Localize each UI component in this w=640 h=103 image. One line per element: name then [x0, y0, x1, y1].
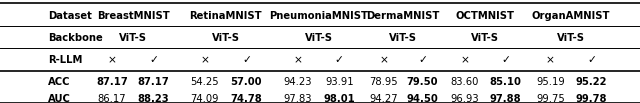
Text: 83.60: 83.60	[451, 77, 479, 87]
Text: ×: ×	[108, 55, 116, 65]
Text: 99.78: 99.78	[575, 94, 607, 103]
Text: 78.95: 78.95	[370, 77, 398, 87]
Text: Dataset: Dataset	[48, 11, 92, 21]
Text: 95.19: 95.19	[536, 77, 564, 87]
Text: R-LLM: R-LLM	[48, 55, 83, 65]
Text: ViT-S: ViT-S	[557, 33, 585, 43]
Text: 86.17: 86.17	[98, 94, 126, 103]
Text: 98.01: 98.01	[323, 94, 355, 103]
Text: ×: ×	[460, 55, 469, 65]
Text: 94.27: 94.27	[370, 94, 398, 103]
Text: ×: ×	[293, 55, 302, 65]
Text: RetinaMNIST: RetinaMNIST	[189, 11, 262, 21]
Text: AUC: AUC	[48, 94, 71, 103]
Text: 54.25: 54.25	[191, 77, 219, 87]
Text: ViT-S: ViT-S	[119, 33, 147, 43]
Text: ×: ×	[380, 55, 388, 65]
Text: ViT-S: ViT-S	[471, 33, 499, 43]
Text: 95.22: 95.22	[575, 77, 607, 87]
Text: ViT-S: ViT-S	[212, 33, 240, 43]
Text: DermaMNIST: DermaMNIST	[367, 11, 440, 21]
Text: 85.10: 85.10	[490, 77, 522, 87]
Text: ✓: ✓	[587, 55, 596, 65]
Text: ✓: ✓	[149, 55, 158, 65]
Text: ✓: ✓	[418, 55, 427, 65]
Text: ×: ×	[546, 55, 555, 65]
Text: ViT-S: ViT-S	[305, 33, 333, 43]
Text: ×: ×	[200, 55, 209, 65]
Text: ✓: ✓	[335, 55, 344, 65]
Text: Backbone: Backbone	[48, 33, 103, 43]
Text: OCTMNIST: OCTMNIST	[456, 11, 515, 21]
Text: ✓: ✓	[501, 55, 510, 65]
Text: 99.75: 99.75	[536, 94, 564, 103]
Text: 97.88: 97.88	[490, 94, 522, 103]
Text: 94.50: 94.50	[406, 94, 438, 103]
Text: 74.09: 74.09	[191, 94, 219, 103]
Text: 87.17: 87.17	[96, 77, 128, 87]
Text: 88.23: 88.23	[138, 94, 170, 103]
Text: ViT-S: ViT-S	[389, 33, 417, 43]
Text: ACC: ACC	[48, 77, 70, 87]
Text: 96.93: 96.93	[451, 94, 479, 103]
Text: OrganAMNIST: OrganAMNIST	[532, 11, 610, 21]
Text: PneumoniaMNIST: PneumoniaMNIST	[269, 11, 368, 21]
Text: 79.50: 79.50	[406, 77, 438, 87]
Text: 74.78: 74.78	[230, 94, 262, 103]
Text: 57.00: 57.00	[230, 77, 262, 87]
Text: 97.83: 97.83	[284, 94, 312, 103]
Text: 94.23: 94.23	[284, 77, 312, 87]
Text: 93.91: 93.91	[325, 77, 353, 87]
Text: 87.17: 87.17	[138, 77, 170, 87]
Text: BreastMNIST: BreastMNIST	[97, 11, 170, 21]
Text: ✓: ✓	[242, 55, 251, 65]
